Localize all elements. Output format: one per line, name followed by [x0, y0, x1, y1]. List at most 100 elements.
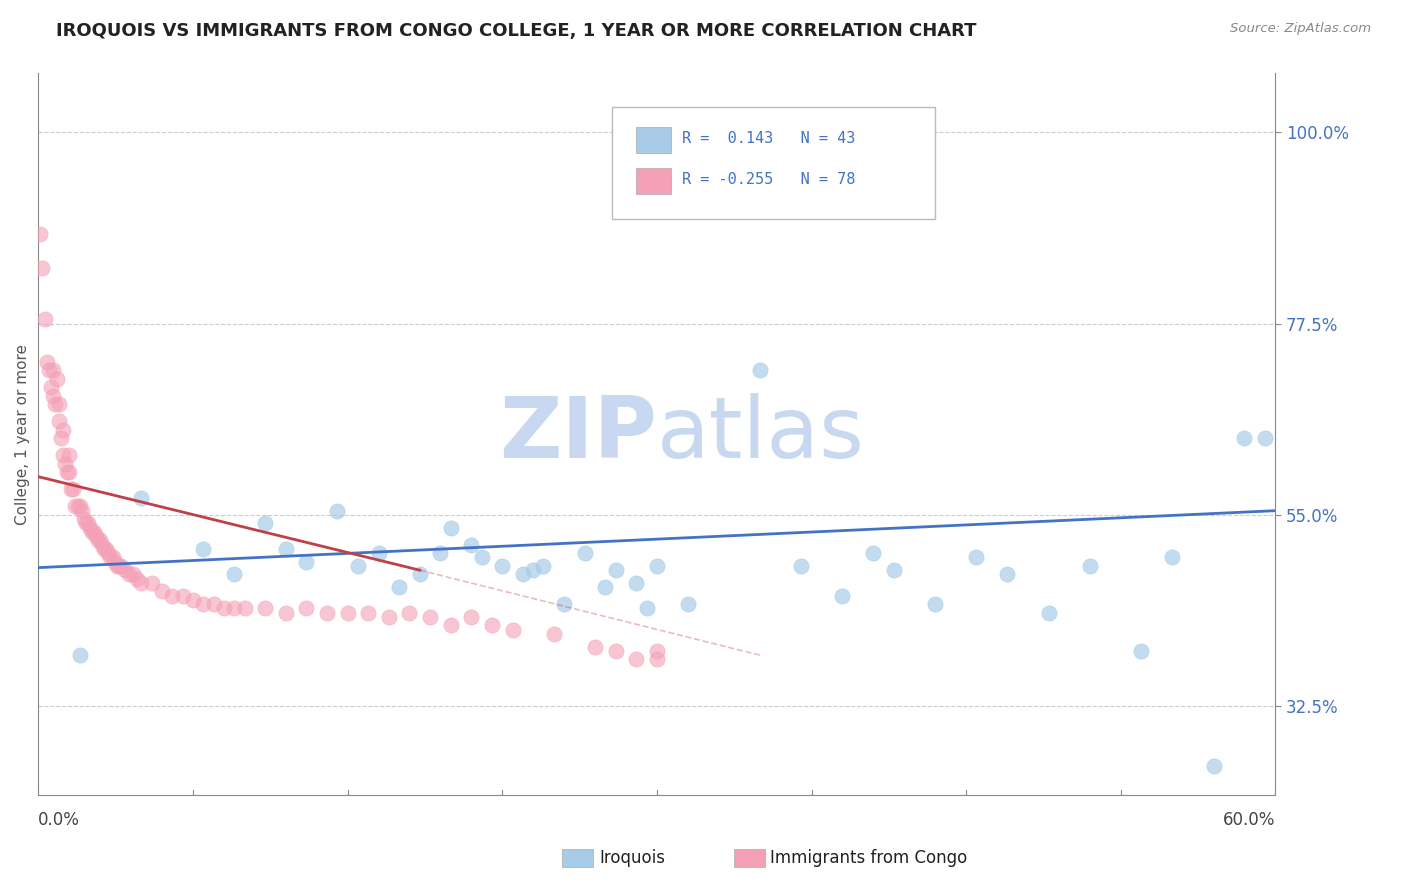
Point — [48, 414, 70, 428]
Point — [419, 610, 441, 624]
Point — [491, 558, 513, 573]
Text: IROQUOIS VS IMMIGRANTS FROM CONGO COLLEGE, 1 YEAR OR MORE CORRELATION CHART: IROQUOIS VS IMMIGRANTS FROM CONGO COLLEG… — [56, 22, 977, 40]
Point — [34, 312, 56, 326]
Point — [254, 601, 277, 615]
Point — [1130, 644, 1153, 658]
Point — [96, 541, 118, 556]
Point — [30, 227, 52, 242]
Point — [574, 546, 596, 560]
Point — [45, 372, 67, 386]
Point — [91, 538, 114, 552]
Point — [676, 597, 699, 611]
Point — [626, 575, 648, 590]
Point — [274, 541, 297, 556]
Point — [38, 363, 60, 377]
Point — [1161, 550, 1184, 565]
Point — [995, 567, 1018, 582]
Point — [336, 606, 359, 620]
Point — [367, 546, 389, 560]
Point — [49, 432, 72, 446]
Point — [75, 516, 97, 531]
Point — [460, 610, 482, 624]
Point — [110, 558, 132, 573]
Point — [212, 601, 235, 615]
Point — [965, 550, 987, 565]
Point — [295, 555, 318, 569]
Y-axis label: College, 1 year or more: College, 1 year or more — [15, 343, 30, 524]
Point — [543, 627, 565, 641]
Point — [502, 623, 524, 637]
Point — [862, 546, 884, 560]
Point — [790, 558, 813, 573]
Text: Source: ZipAtlas.com: Source: ZipAtlas.com — [1230, 22, 1371, 36]
Point — [35, 355, 58, 369]
Point — [58, 449, 80, 463]
Point — [87, 533, 110, 548]
Point — [93, 541, 115, 556]
Point — [141, 575, 163, 590]
Point — [172, 589, 194, 603]
Point — [162, 589, 184, 603]
Point — [114, 563, 136, 577]
Point — [398, 606, 420, 620]
Point — [1078, 558, 1101, 573]
Point — [409, 567, 432, 582]
Text: Iroquois: Iroquois — [599, 849, 665, 867]
Point — [512, 567, 534, 582]
Point — [1038, 606, 1060, 620]
Point — [378, 610, 401, 624]
Point — [131, 575, 153, 590]
Point — [347, 558, 370, 573]
Point — [39, 380, 62, 394]
Point — [52, 423, 75, 437]
Point — [357, 606, 380, 620]
Point — [101, 550, 124, 565]
Point — [73, 512, 96, 526]
Point — [440, 618, 463, 632]
Point — [326, 504, 349, 518]
Point — [100, 550, 122, 565]
Point — [636, 601, 658, 615]
Point — [202, 597, 225, 611]
Point — [605, 563, 627, 577]
Point — [583, 640, 606, 654]
Point — [645, 652, 668, 666]
Point — [44, 397, 66, 411]
Point — [107, 558, 129, 573]
Point — [150, 584, 173, 599]
Point — [595, 580, 617, 594]
Point — [605, 644, 627, 658]
Point — [224, 601, 246, 615]
Text: 60.0%: 60.0% — [1223, 811, 1275, 829]
Point — [84, 529, 107, 543]
Point — [104, 555, 127, 569]
Text: atlas: atlas — [657, 392, 865, 475]
Point — [65, 500, 87, 514]
Point — [1233, 432, 1256, 446]
Point — [316, 606, 339, 620]
Point — [193, 541, 215, 556]
Point — [122, 567, 145, 582]
Point — [42, 389, 65, 403]
Text: R = -0.255   N = 78: R = -0.255 N = 78 — [682, 172, 855, 186]
Point — [471, 550, 494, 565]
Text: R =  0.143   N = 43: R = 0.143 N = 43 — [682, 131, 855, 145]
Point — [440, 521, 463, 535]
Point — [749, 363, 772, 377]
Point — [924, 597, 946, 611]
Point — [460, 538, 482, 552]
Point — [118, 567, 141, 582]
Point — [56, 466, 79, 480]
Text: Immigrants from Congo: Immigrants from Congo — [770, 849, 967, 867]
Point — [69, 648, 91, 662]
Point — [31, 261, 53, 276]
Point — [181, 593, 204, 607]
Point — [274, 606, 297, 620]
Point — [42, 363, 65, 377]
Point — [60, 483, 83, 497]
Point — [533, 558, 555, 573]
Point — [83, 524, 105, 539]
Point — [522, 563, 544, 577]
Point — [53, 457, 76, 471]
Text: 0.0%: 0.0% — [38, 811, 80, 829]
